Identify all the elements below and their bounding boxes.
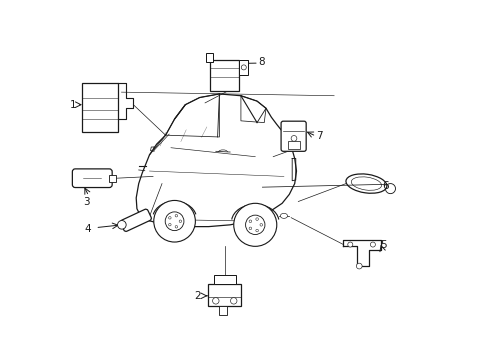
Circle shape bbox=[168, 224, 171, 226]
Circle shape bbox=[248, 220, 251, 222]
FancyBboxPatch shape bbox=[281, 121, 305, 151]
Bar bbox=[206, 53, 212, 62]
Text: 3: 3 bbox=[82, 197, 89, 207]
Circle shape bbox=[255, 218, 258, 220]
Bar bbox=[214, 275, 235, 284]
Circle shape bbox=[233, 203, 276, 246]
FancyBboxPatch shape bbox=[120, 209, 151, 231]
Circle shape bbox=[168, 217, 171, 219]
Circle shape bbox=[356, 263, 362, 269]
Circle shape bbox=[260, 224, 262, 226]
Ellipse shape bbox=[350, 177, 381, 190]
Circle shape bbox=[175, 215, 177, 217]
Bar bbox=[239, 59, 248, 75]
Circle shape bbox=[117, 221, 126, 229]
Circle shape bbox=[245, 215, 264, 234]
Circle shape bbox=[179, 220, 181, 222]
Bar bbox=[207, 284, 240, 306]
Circle shape bbox=[212, 298, 219, 304]
Bar bbox=[219, 306, 227, 315]
Circle shape bbox=[255, 229, 258, 232]
Bar bbox=[109, 175, 116, 182]
Circle shape bbox=[230, 298, 237, 304]
Text: 2: 2 bbox=[193, 291, 200, 301]
Text: 6: 6 bbox=[381, 181, 388, 191]
Circle shape bbox=[175, 225, 177, 228]
Bar bbox=[287, 141, 300, 149]
Text: 5: 5 bbox=[379, 240, 386, 250]
Text: 8: 8 bbox=[258, 57, 264, 67]
Ellipse shape bbox=[280, 213, 287, 219]
Bar bbox=[82, 83, 118, 132]
Ellipse shape bbox=[345, 174, 386, 193]
Circle shape bbox=[369, 242, 375, 247]
Text: 1: 1 bbox=[70, 100, 76, 110]
Circle shape bbox=[165, 212, 183, 231]
FancyBboxPatch shape bbox=[72, 169, 112, 188]
Circle shape bbox=[347, 242, 352, 247]
Text: 4: 4 bbox=[84, 224, 91, 234]
Circle shape bbox=[290, 135, 296, 141]
Circle shape bbox=[248, 227, 251, 230]
Circle shape bbox=[241, 65, 246, 70]
Circle shape bbox=[153, 201, 195, 242]
Text: 7: 7 bbox=[316, 131, 323, 140]
Bar bbox=[210, 59, 239, 91]
